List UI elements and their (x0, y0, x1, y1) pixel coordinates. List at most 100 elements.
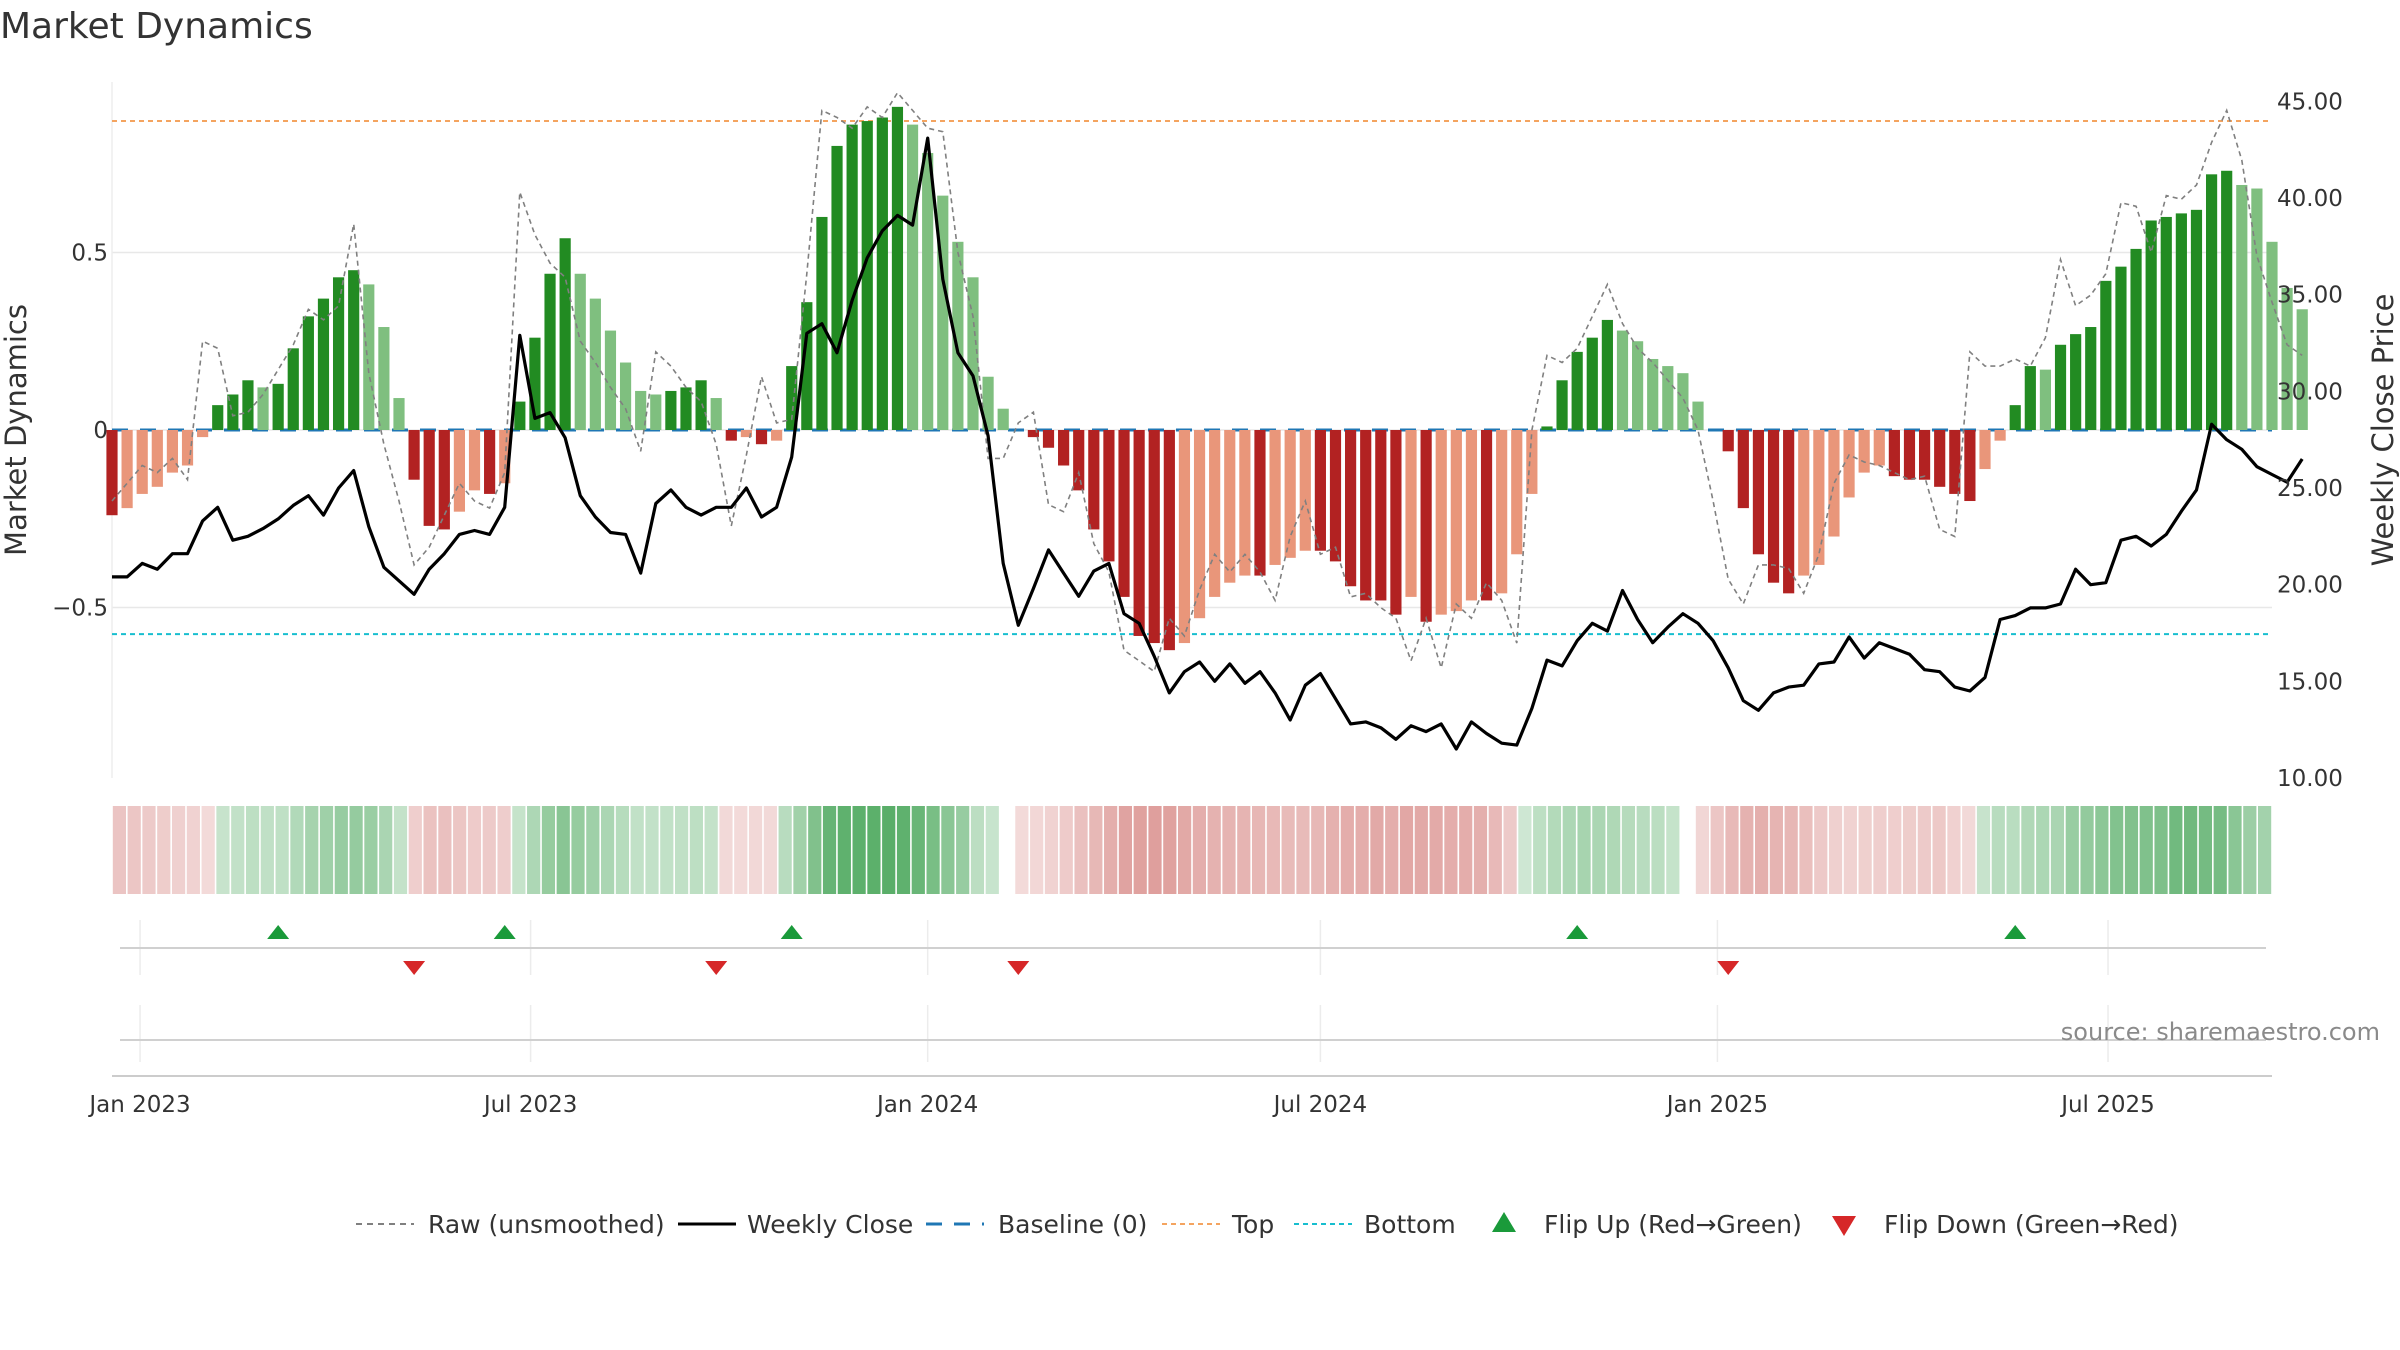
momentum-bar (1329, 430, 1342, 562)
legend-baseline-label: Baseline (0) (998, 1210, 1147, 1239)
regime-cell (1325, 806, 1340, 894)
regime-cell (1237, 806, 1251, 894)
regime-cell (231, 806, 245, 894)
momentum-bar (1284, 430, 1296, 558)
momentum-bar (1480, 430, 1493, 601)
momentum-bar (1949, 430, 1961, 494)
regime-cell (1281, 806, 1295, 894)
momentum-bar (2221, 170, 2233, 430)
regime-cell (1666, 806, 1680, 894)
momentum-bar (1435, 430, 1447, 615)
regime-cell (1296, 806, 1310, 894)
regime-cell (689, 806, 703, 894)
regime-cell (970, 806, 985, 894)
momentum-bar (801, 302, 813, 430)
momentum-bar (1148, 430, 1160, 644)
momentum-bar (937, 195, 949, 430)
regime-cell (778, 806, 792, 894)
flip-down-marker (1007, 961, 1030, 975)
regime-cell (2228, 806, 2242, 894)
flip-up-marker (1566, 925, 1589, 939)
momentum-bar (1586, 337, 1598, 430)
regime-cell (2006, 806, 2020, 894)
regime-cell (1444, 806, 1458, 894)
momentum-bar (1858, 430, 1870, 473)
momentum-bar (1632, 341, 1644, 430)
momentum-bar (1042, 430, 1055, 448)
momentum-bar (499, 430, 511, 484)
regime-cell (1577, 806, 1591, 894)
momentum-bar (2024, 366, 2036, 430)
momentum-bar (906, 124, 919, 430)
regime-cell (1828, 806, 1843, 894)
momentum-bar (1465, 430, 1478, 601)
regime-cell (364, 806, 378, 894)
regime-cell (852, 806, 866, 894)
raw-series (111, 91, 2303, 673)
momentum-bar (423, 430, 435, 526)
momentum-bar (1934, 430, 1946, 487)
momentum-bar (1722, 430, 1734, 452)
momentum-bar (1360, 430, 1372, 601)
momentum-bar (1994, 430, 2006, 441)
regime-cell (1399, 806, 1414, 894)
regime-cell (1355, 806, 1369, 894)
momentum-bar (1541, 426, 1553, 430)
regime-cell (379, 806, 393, 894)
momentum-bar (1450, 430, 1462, 612)
momentum-bar (1420, 430, 1432, 622)
momentum-bar (619, 362, 632, 430)
regime-cell (319, 806, 334, 894)
momentum-bar (1299, 430, 1311, 551)
regime-cell (142, 806, 156, 894)
momentum-bar (438, 430, 450, 530)
regime-cell (1059, 806, 1073, 894)
momentum-bar (2054, 344, 2067, 430)
momentum-bar (378, 327, 390, 430)
momentum-bar (468, 430, 481, 491)
momentum-bar (393, 398, 405, 430)
regime-cell (1710, 806, 1724, 894)
momentum-bar (257, 387, 269, 430)
regime-cell (719, 806, 733, 894)
regime-cell (1784, 806, 1798, 894)
regime-cell (1473, 806, 1488, 894)
regime-cell (1873, 806, 1887, 894)
regime-cell (423, 806, 437, 894)
momentum-bar (2190, 209, 2203, 430)
regime-cell (601, 806, 615, 894)
momentum-bar (1390, 430, 1402, 615)
regime-cell (1370, 806, 1384, 894)
momentum-bar (544, 273, 556, 430)
momentum-bar (1163, 430, 1175, 651)
axis-ticks: 0.5 0 −0.5 45.00 40.00 35.00 30.00 25.00 20.00 15… (52, 89, 2343, 792)
momentum-bar (2281, 287, 2293, 430)
momentum-bar (922, 153, 934, 431)
momentum-bar (408, 430, 420, 480)
regime-cell (541, 806, 556, 894)
regime-cell (2095, 806, 2109, 894)
regime-cell (1429, 806, 1443, 894)
regime-cell (1104, 806, 1118, 894)
regime-cell (1562, 806, 1576, 894)
flip-down-marker (705, 961, 728, 975)
regime-cell (305, 806, 319, 894)
momentum-bar (1178, 430, 1191, 644)
momentum-bar (1647, 358, 1659, 430)
momentum-bar (665, 390, 677, 430)
x-tick-label: Jul 2024 (1272, 1092, 1368, 1118)
regime-cell (941, 806, 955, 894)
x-tick-label: Jul 2023 (482, 1092, 578, 1118)
x-tick-label: Jul 2025 (2059, 1092, 2155, 1118)
regime-cell (1518, 806, 1532, 894)
momentum-bar (1737, 430, 1749, 509)
momentum-bar (710, 398, 722, 430)
legend-close-label: Weekly Close (747, 1210, 913, 1239)
momentum-bar (484, 430, 496, 494)
regime-cell (1754, 806, 1769, 894)
momentum-bar (272, 383, 284, 430)
momentum-bar (1964, 430, 1976, 502)
regime-cell (2065, 806, 2079, 894)
momentum-bar (635, 390, 647, 430)
momentum-bar (1269, 430, 1281, 565)
